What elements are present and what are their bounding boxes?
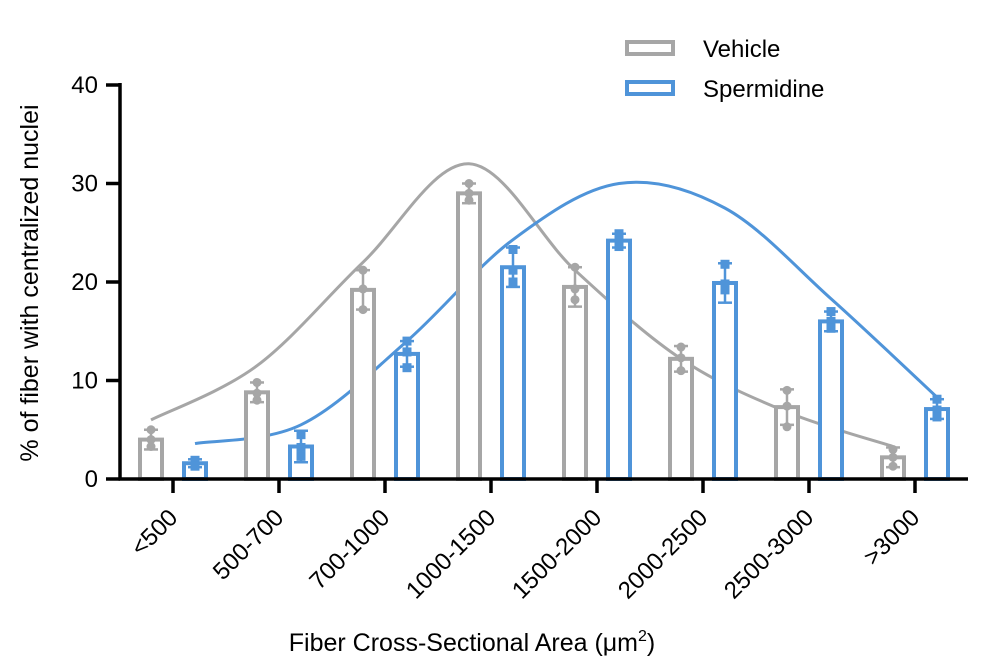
x-tick-label-0: <500 [126,504,183,561]
point-spermidine-6-1 [826,316,836,326]
bar-spermidine-3 [500,265,526,481]
point-vehicle-2-0 [358,265,368,275]
point-spermidine-2-1 [402,347,412,357]
point-spermidine-2-2 [402,363,412,373]
legend-swatch-vehicle [625,40,675,56]
point-spermidine-7-2 [932,412,942,422]
point-vehicle-1-2 [252,395,262,405]
point-vehicle-5-0 [676,342,686,352]
point-vehicle-2-2 [358,305,368,315]
x-axis-title: Fiber Cross-Sectional Area (μm2) [289,628,655,657]
point-spermidine-5-2 [720,285,730,295]
point-vehicle-4-1 [570,284,580,294]
point-spermidine-3-0 [508,244,518,254]
x-axis-title-superscript: 2 [638,628,647,645]
x-tick-label-5: 2000-2500 [613,504,713,604]
point-vehicle-5-1 [676,353,686,363]
x-tick-label-3: 1000-1500 [401,504,501,604]
fit-curve-spermidine [194,180,939,446]
bar-spermidine-2 [394,351,420,481]
x-tick-labels: <500 500-700 700-1000 1000-1500 1500-2000 200… [126,504,925,604]
legend-label-spermidine: Spermidine [703,76,824,103]
point-vehicle-7-0 [888,444,898,454]
point-vehicle-3-2 [464,195,474,205]
legend-label-vehicle: Vehicle [703,36,780,63]
fit-curves [150,162,939,448]
point-spermidine-2-0 [402,336,412,346]
x-tick-label-2: 700-1000 [304,504,395,595]
point-vehicle-2-1 [358,284,368,294]
point-spermidine-6-2 [826,323,836,333]
point-vehicle-1-1 [252,388,262,398]
point-vehicle-0-0 [146,425,156,435]
point-spermidine-4-2 [614,242,624,252]
point-vehicle-6-0 [782,385,792,395]
point-spermidine-1-0 [296,430,306,440]
x-axis-title-main: Fiber Cross-Sectional Area (μm [289,629,638,657]
legend-swatch-spermidine [625,80,675,96]
point-spermidine-1-1 [296,442,306,452]
bar-spermidine-6 [818,319,844,481]
bar-vehicle-1 [244,390,270,482]
point-spermidine-7-1 [932,405,942,415]
axes [106,83,968,493]
point-vehicle-5-2 [676,366,686,376]
x-tick-label-4: 1500-2000 [507,504,607,604]
point-spermidine-5-0 [720,259,730,269]
point-vehicle-1-0 [252,377,262,387]
y-axis-title: % of fiber with centralized nuclei [16,104,44,461]
point-vehicle-6-1 [782,401,792,411]
point-vehicle-4-0 [570,262,580,272]
y-tick-label-0: 0 [85,466,98,493]
fit-curve-vehicle [150,162,894,448]
y-tick-labels: 0 10 20 30 40 [71,72,98,493]
bar-vehicle-2 [350,287,376,481]
point-vehicle-3-0 [464,179,474,188]
y-tick-label-3: 30 [71,171,98,198]
bar-spermidine-4 [606,238,632,481]
y-tick-label-4: 40 [71,72,98,99]
y-tick-label-1: 10 [71,368,98,395]
bar-vehicle-5 [668,356,694,481]
point-spermidine-6-0 [826,307,836,317]
x-tick-label-1: 500-700 [208,504,289,585]
y-tick-label-2: 20 [71,269,98,296]
point-spermidine-0-2 [190,461,200,471]
bar-vehicle-3 [456,191,482,481]
point-spermidine-1-2 [296,451,306,461]
bar-vehicle-4 [562,284,588,481]
point-spermidine-3-2 [508,277,518,287]
bar-spermidine-5 [712,280,738,481]
legend: Vehicle Spermidine [625,36,824,103]
point-vehicle-7-1 [888,452,898,462]
point-spermidine-5-1 [720,279,730,289]
point-spermidine-7-0 [932,394,942,404]
point-vehicle-0-2 [146,441,156,451]
point-vehicle-6-2 [782,422,792,432]
data-points [146,179,942,471]
point-spermidine-4-1 [614,236,624,246]
point-vehicle-3-1 [464,188,474,198]
point-vehicle-7-2 [888,461,898,471]
point-vehicle-4-2 [570,295,580,305]
x-tick-label-6: 2500-3000 [719,504,819,604]
x-tick-label-7: >3000 [858,504,925,571]
point-vehicle-0-1 [146,435,156,445]
x-axis-title-suffix: ) [647,629,655,657]
point-spermidine-4-0 [614,229,624,239]
point-spermidine-3-1 [508,265,518,275]
